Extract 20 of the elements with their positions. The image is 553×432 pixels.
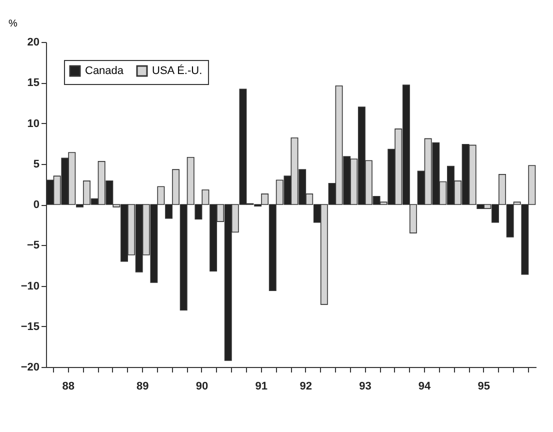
y-tick-label: 20 bbox=[27, 36, 40, 48]
x-tick-label: 94 bbox=[418, 380, 432, 392]
y-tick-label: 0 bbox=[33, 199, 40, 211]
y-tick-label: −10 bbox=[20, 280, 40, 292]
y-tick-label: −20 bbox=[20, 362, 40, 374]
y-tick-label: 10 bbox=[27, 118, 40, 130]
x-tick-label: 89 bbox=[136, 380, 149, 392]
y-tick-label: −5 bbox=[26, 240, 40, 252]
x-tick-label: 95 bbox=[478, 380, 490, 392]
x-tick-label: 88 bbox=[62, 380, 75, 392]
y-axis-title: % bbox=[8, 18, 18, 30]
x-tick-label: 92 bbox=[300, 380, 312, 392]
x-tick-label: 90 bbox=[196, 380, 208, 392]
legend-label: Canada bbox=[85, 65, 124, 77]
y-tick-label: 15 bbox=[27, 77, 40, 90]
y-tick-label: 5 bbox=[33, 158, 40, 170]
legend-label: USA É.-U. bbox=[152, 64, 202, 77]
y-tick-label: −15 bbox=[20, 320, 40, 333]
x-tick-label: 91 bbox=[255, 380, 268, 392]
x-tick-label: 93 bbox=[359, 380, 372, 392]
